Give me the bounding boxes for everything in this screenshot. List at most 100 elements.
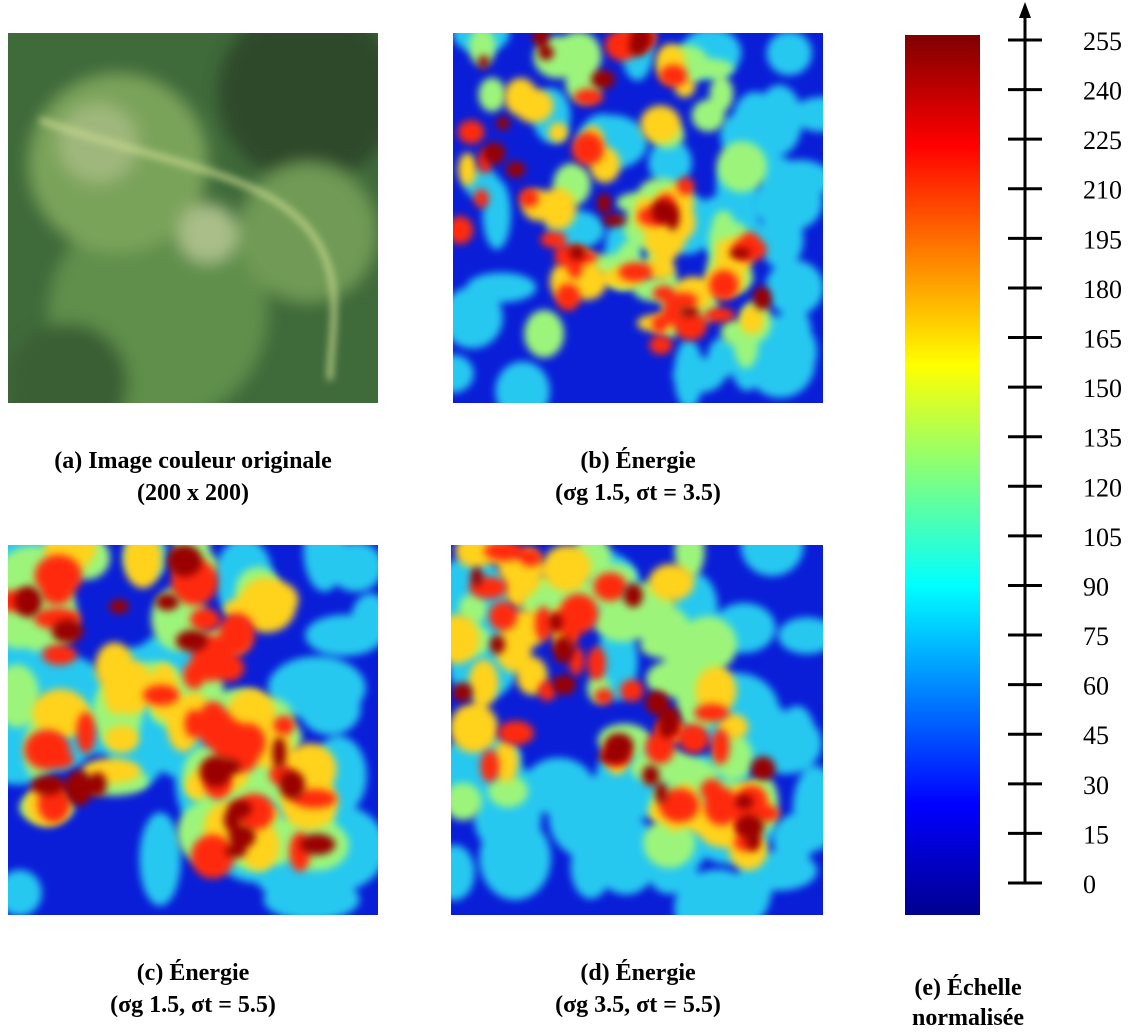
map-blob (480, 749, 500, 783)
map-blob (473, 188, 489, 209)
map-blob (299, 833, 336, 855)
map-blob (542, 545, 592, 592)
scale-title: normalisée (912, 1005, 1024, 1031)
scale-tick-label: 105 (1083, 523, 1122, 552)
scale-tick-label: 135 (1083, 424, 1122, 453)
map-blob (648, 563, 695, 601)
map-blob (166, 545, 203, 577)
scale-tick-label: 120 (1083, 473, 1122, 502)
map-blob (76, 711, 96, 754)
map-blob (766, 33, 812, 76)
caption-detail: (σg 3.5, σt = 5.5) (555, 992, 721, 1018)
map-blob (704, 787, 739, 826)
map-blob (299, 682, 361, 735)
caption: (a) Image couleur originale (54, 448, 332, 474)
map-blob (695, 666, 737, 715)
map-blob (513, 88, 554, 123)
map-blob (549, 612, 563, 633)
map-blob (489, 635, 506, 655)
energy-map (8, 545, 378, 915)
caption-detail: (200 x 200) (137, 480, 249, 506)
map-blob (166, 695, 201, 752)
scale-tick-label: 90 (1083, 572, 1109, 601)
map-blob (587, 646, 607, 681)
map-blob (451, 614, 480, 664)
scale-tick-label: 225 (1083, 126, 1122, 155)
map-blob (197, 707, 236, 750)
map-blob (488, 601, 518, 631)
map-blob (175, 630, 208, 652)
scale-tick-label: 255 (1083, 27, 1122, 56)
map-blob (453, 286, 503, 349)
map-blob (752, 286, 772, 311)
map-blob (8, 664, 40, 728)
map-blob (457, 120, 485, 145)
map-blob (666, 791, 696, 821)
map-blob (292, 789, 337, 809)
map-blob (640, 105, 681, 144)
scale-arrow (1019, 2, 1031, 18)
scale-tick-label: 180 (1083, 275, 1122, 304)
map-blob (753, 805, 780, 822)
map-blob (143, 684, 180, 706)
scale-tick-label: 75 (1083, 622, 1109, 651)
map-blob (669, 292, 698, 309)
map-blob (532, 33, 550, 48)
map-blob (619, 679, 644, 702)
map-blob (593, 572, 627, 602)
map-blob (658, 708, 676, 739)
image-stem (39, 117, 337, 381)
map-blob (540, 231, 567, 248)
map-blob (628, 36, 648, 57)
map-blob (655, 782, 668, 804)
map-blob (14, 585, 42, 618)
map-blob (644, 690, 669, 715)
map-blob (555, 283, 581, 311)
map-blob (495, 361, 550, 403)
map-blob (659, 64, 688, 87)
map-blob (478, 55, 489, 70)
map-blob (303, 545, 346, 592)
map-blob (466, 272, 537, 303)
map-blob (672, 643, 708, 680)
map-blob (482, 178, 511, 250)
map-blob (109, 599, 129, 614)
scale: 0 15 30 45 60 75 90 105 120 135 150 165 180 195 210 225… (1008, 27, 1122, 899)
map-blob (468, 659, 499, 707)
scale-tick-label: 15 (1083, 820, 1109, 849)
map-blob (519, 548, 542, 567)
image-layer (8, 33, 378, 403)
map-blob (453, 354, 474, 393)
map-blob (618, 262, 653, 282)
map-blob (680, 306, 699, 318)
map-blob (678, 723, 709, 754)
map-blob (674, 311, 707, 341)
map-blob (538, 45, 554, 61)
map-blob (30, 774, 65, 796)
map-blob (483, 142, 506, 165)
map-blob (41, 581, 73, 605)
map-blob (758, 211, 804, 269)
energy-map (453, 33, 823, 403)
map-blob (759, 156, 799, 204)
map-blob (716, 141, 768, 193)
scale-tick-label: 195 (1083, 225, 1122, 254)
map-blob (691, 99, 726, 132)
map-blob (711, 728, 730, 765)
map-blob (552, 674, 577, 695)
map-blob (484, 545, 525, 561)
map-blob (453, 216, 474, 245)
map-blob (451, 703, 499, 753)
map-blob (778, 617, 823, 655)
map-blob (643, 818, 696, 869)
map-blob (468, 33, 496, 66)
caption-detail: (σg 1.5, σt = 3.5) (555, 480, 721, 506)
map-blob (254, 581, 299, 619)
map-blob (64, 770, 93, 807)
scale-tick-label: 45 (1083, 721, 1109, 750)
scale-tick-label: 30 (1083, 771, 1109, 800)
map-blob (538, 680, 557, 701)
map-blob (651, 199, 672, 224)
map-blob (573, 88, 604, 106)
map-blob (602, 214, 627, 227)
